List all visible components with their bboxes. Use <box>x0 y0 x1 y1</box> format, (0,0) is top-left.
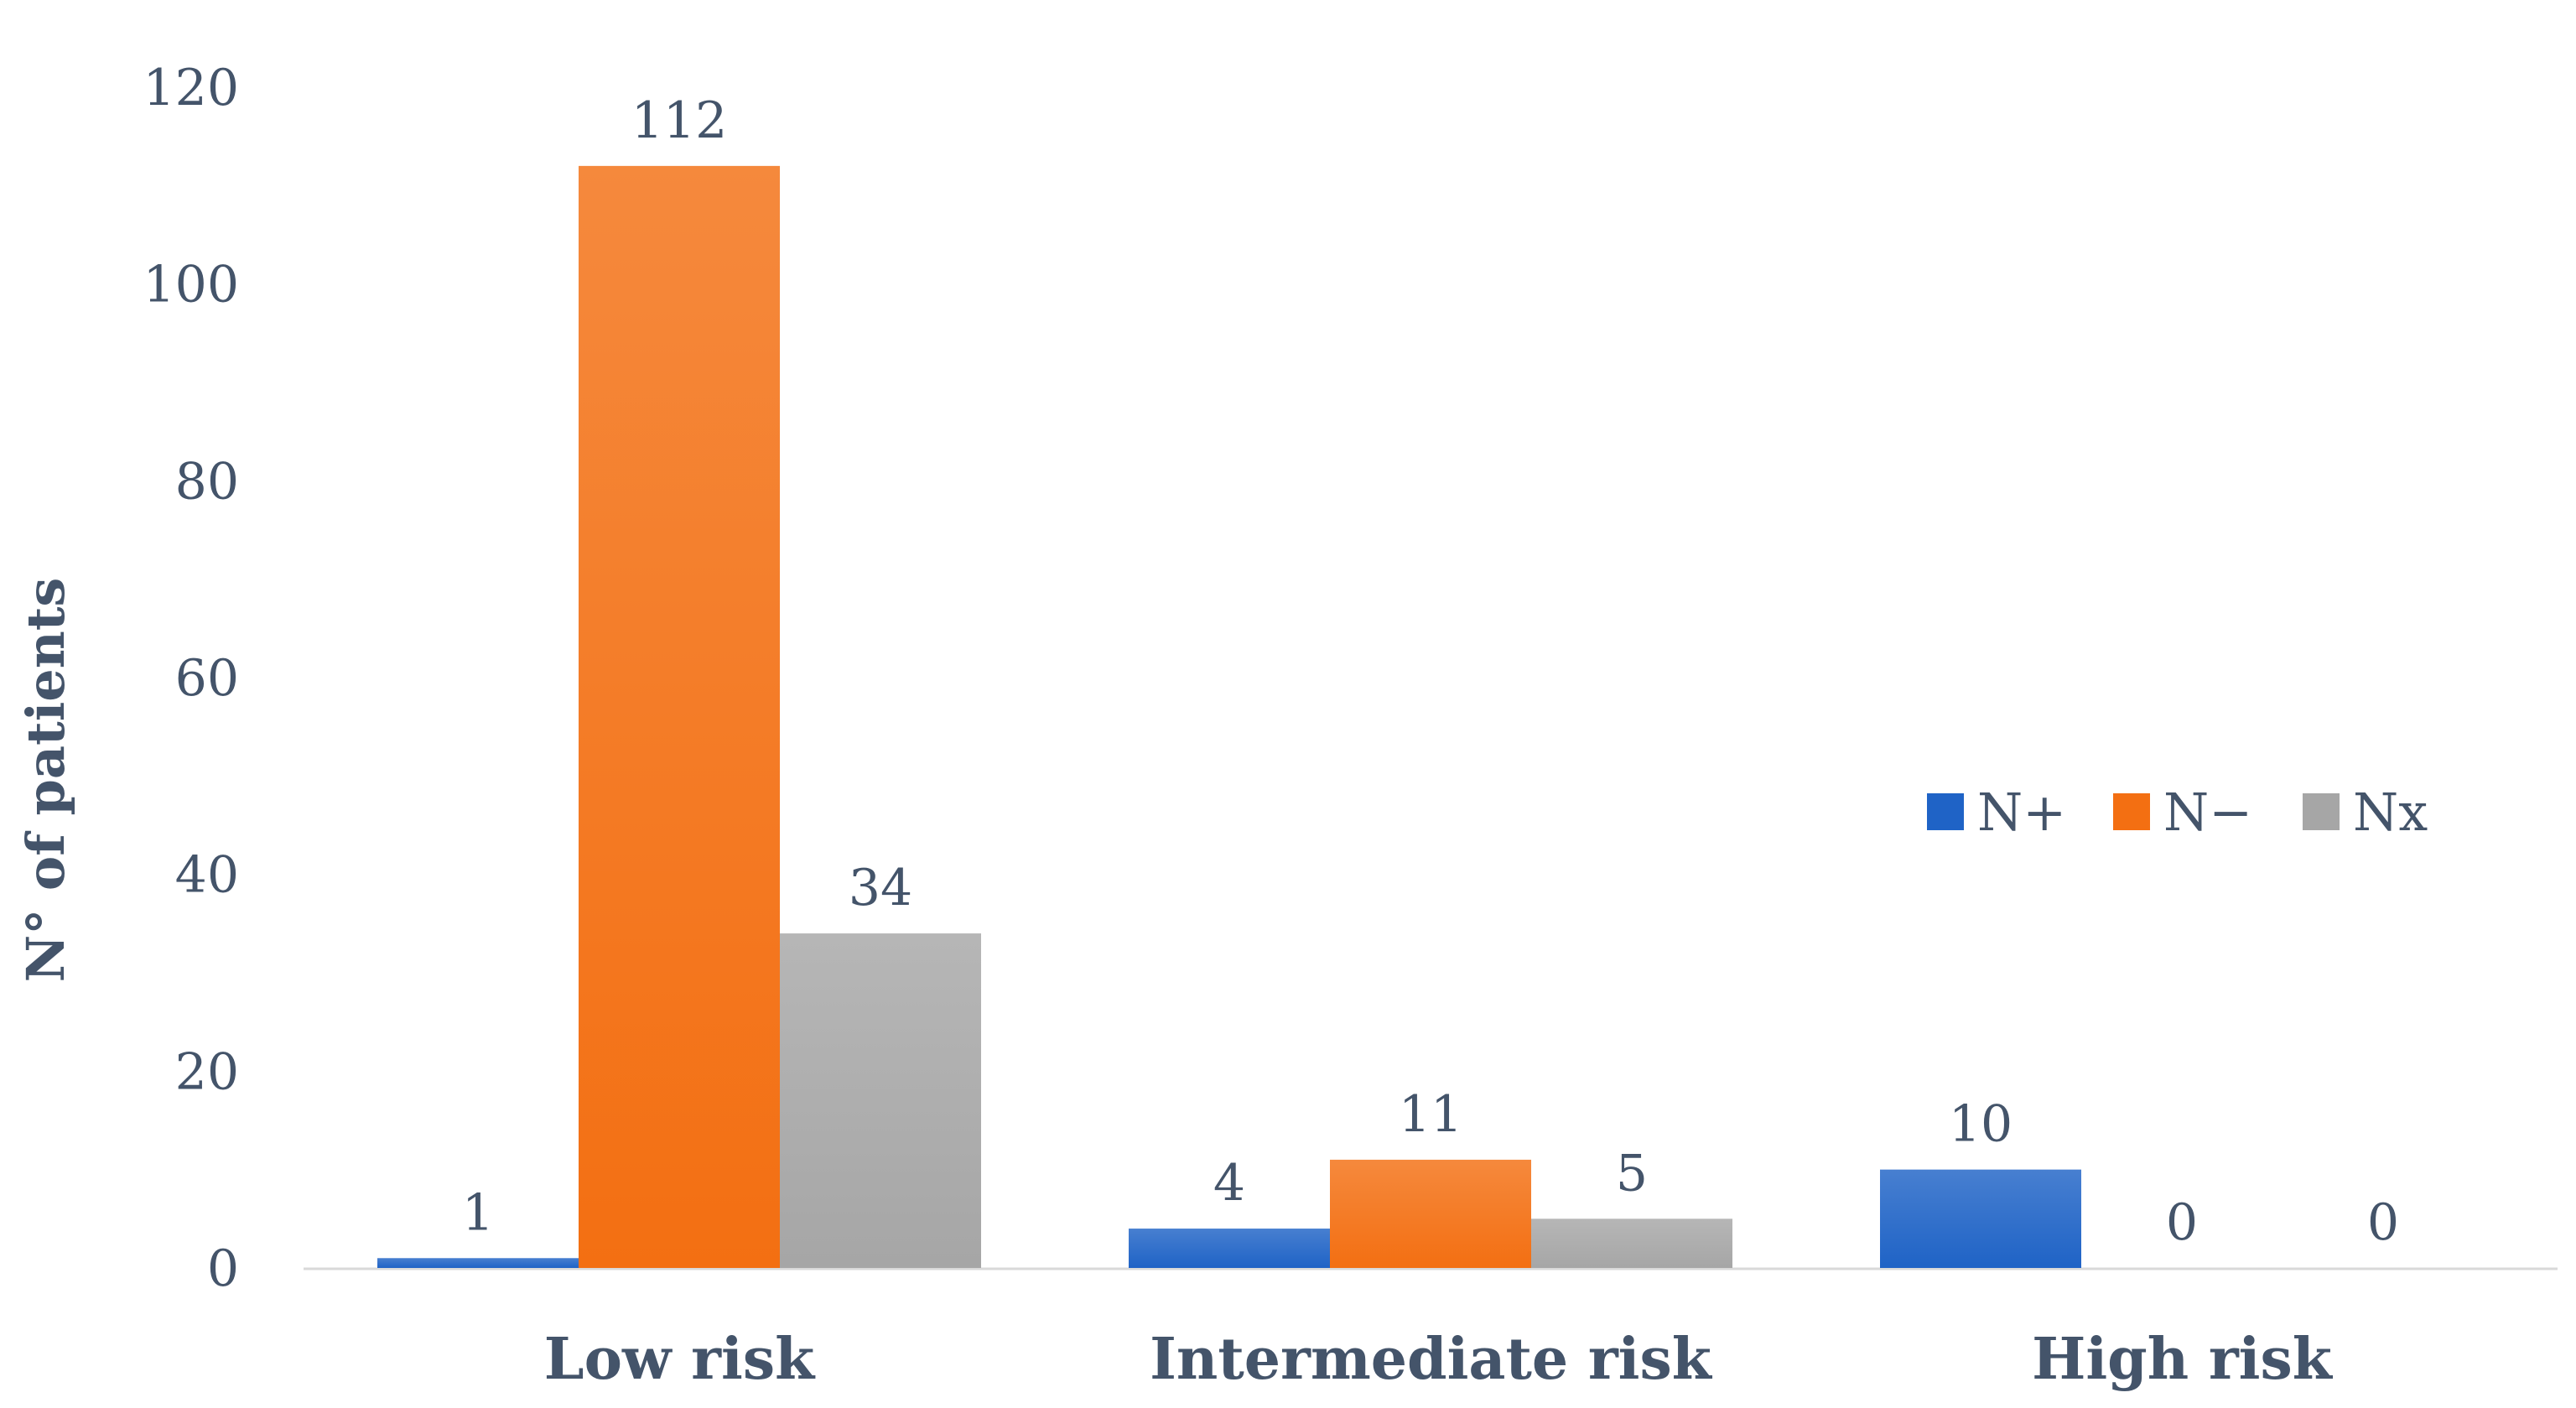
bar-high-risk-series-0 <box>1880 1169 2081 1268</box>
y-tick-label: 60 <box>175 649 239 708</box>
legend: N+ N− Nx <box>1927 782 2428 843</box>
bars <box>377 165 2081 1268</box>
y-tick-label: 100 <box>143 256 239 314</box>
data-label: 4 <box>1213 1154 1245 1213</box>
bar-low-risk-series-2 <box>780 933 981 1268</box>
y-axis-title: N° of patients <box>15 578 76 983</box>
bar-low-risk-series-1 <box>579 165 780 1268</box>
data-label: 11 <box>1399 1085 1462 1144</box>
data-label: 10 <box>1949 1095 2012 1154</box>
data-label: 5 <box>1616 1144 1648 1203</box>
y-axis-ticks: 0 20 40 60 80 100 120 <box>143 59 239 1298</box>
y-tick-label: 80 <box>175 452 239 511</box>
category-label: Low risk <box>544 1326 816 1393</box>
y-axis-title-group: N° of patients <box>15 578 76 983</box>
legend-swatch <box>2303 793 2340 830</box>
category-label: High risk <box>2032 1326 2334 1393</box>
legend-label: Nx <box>2353 782 2428 843</box>
data-label: 1 <box>462 1183 494 1242</box>
bar-intermediate-risk-series-1 <box>1330 1159 1531 1268</box>
legend-swatch <box>1927 793 1964 830</box>
y-tick-label: 20 <box>175 1042 239 1101</box>
data-label: 0 <box>2367 1193 2399 1252</box>
data-label: 0 <box>2166 1193 2198 1252</box>
category-labels: Low risk Intermediate risk High risk <box>544 1326 2334 1393</box>
legend-label: N+ <box>1977 782 2066 843</box>
y-tick-label: 120 <box>143 59 239 117</box>
bar-intermediate-risk-series-2 <box>1531 1218 1732 1268</box>
bar-low-risk-series-0 <box>377 1258 579 1268</box>
legend-label: N− <box>2163 782 2252 843</box>
data-label: 34 <box>849 859 912 917</box>
y-tick-label: 40 <box>175 846 239 905</box>
legend-swatch <box>2113 793 2150 830</box>
category-label: Intermediate risk <box>1150 1326 1713 1393</box>
data-label: 112 <box>631 91 728 150</box>
data-labels: 1 112 34 4 11 5 10 0 0 <box>462 91 2399 1252</box>
bar-intermediate-risk-series-0 <box>1129 1229 1330 1268</box>
y-tick-label: 0 <box>207 1239 239 1298</box>
